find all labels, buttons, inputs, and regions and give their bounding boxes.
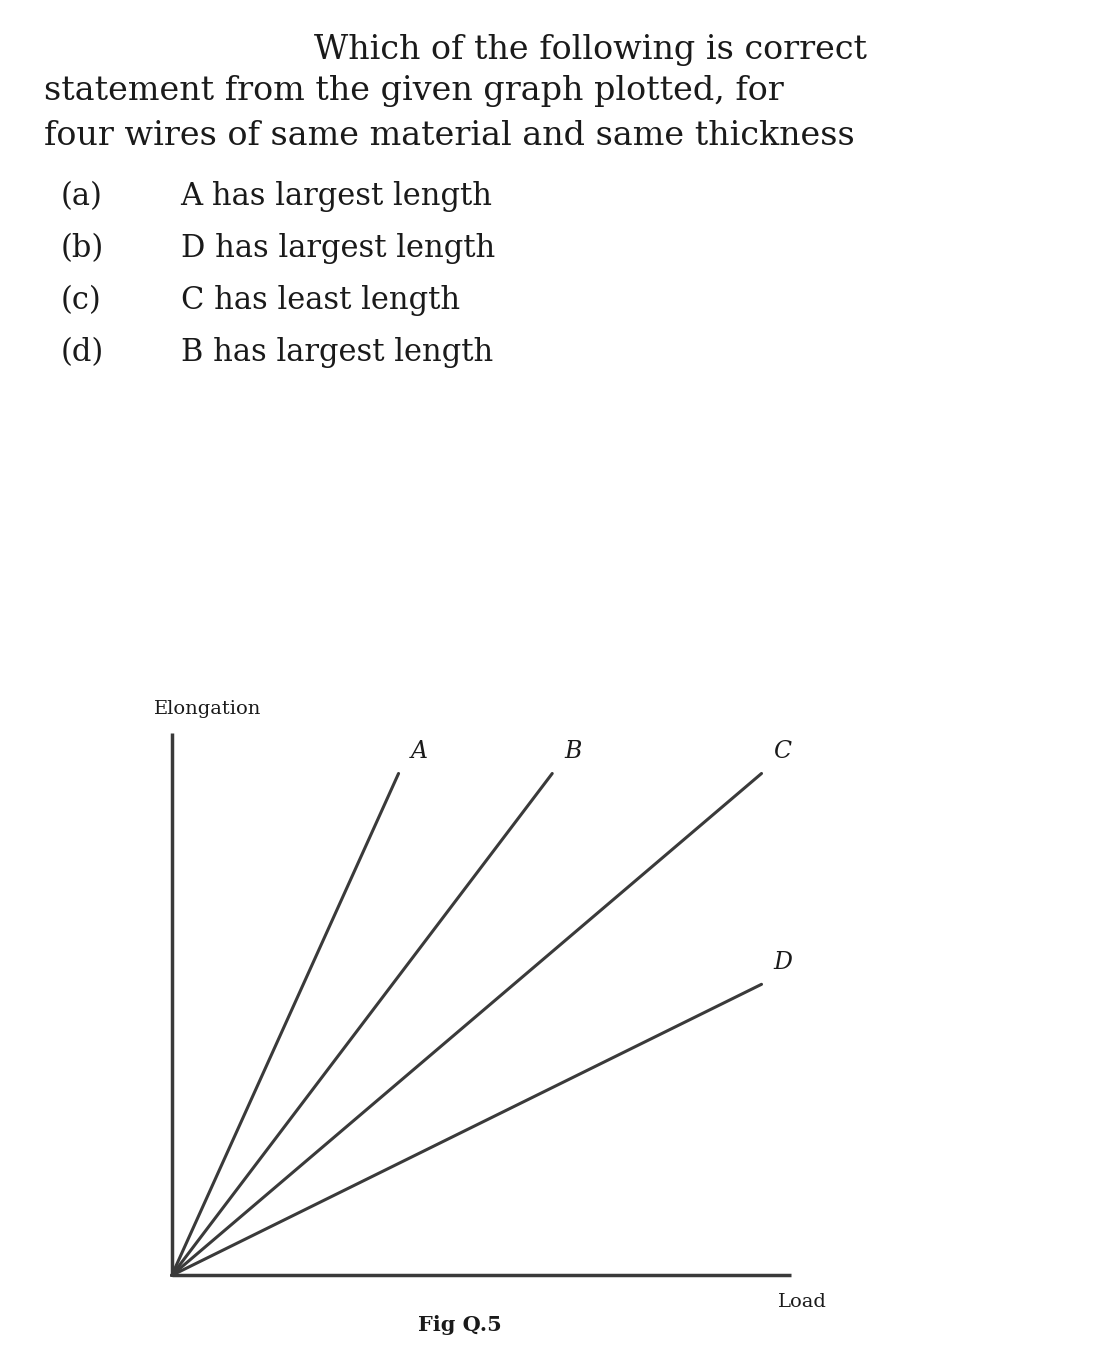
Text: (d): (d) (60, 337, 104, 368)
Text: (b): (b) (60, 233, 104, 264)
Text: C: C (773, 741, 791, 764)
Text: B has largest length: B has largest length (181, 337, 492, 368)
Text: A has largest length: A has largest length (181, 181, 492, 212)
Text: (c): (c) (60, 285, 101, 316)
Text: Which of the following is correct: Which of the following is correct (314, 34, 868, 66)
Text: C has least length: C has least length (181, 285, 459, 316)
Text: Fig Q.5: Fig Q.5 (418, 1314, 501, 1335)
Text: D has largest length: D has largest length (181, 233, 494, 264)
Text: four wires of same material and same thickness: four wires of same material and same thi… (44, 120, 854, 152)
Text: Elongation: Elongation (154, 701, 261, 719)
Text: statement from the given graph plotted, for: statement from the given graph plotted, … (44, 75, 783, 107)
Text: Load: Load (778, 1292, 827, 1312)
Text: D: D (773, 951, 792, 975)
Text: B: B (565, 741, 581, 764)
Text: (a): (a) (60, 181, 102, 212)
Text: A: A (410, 741, 428, 764)
